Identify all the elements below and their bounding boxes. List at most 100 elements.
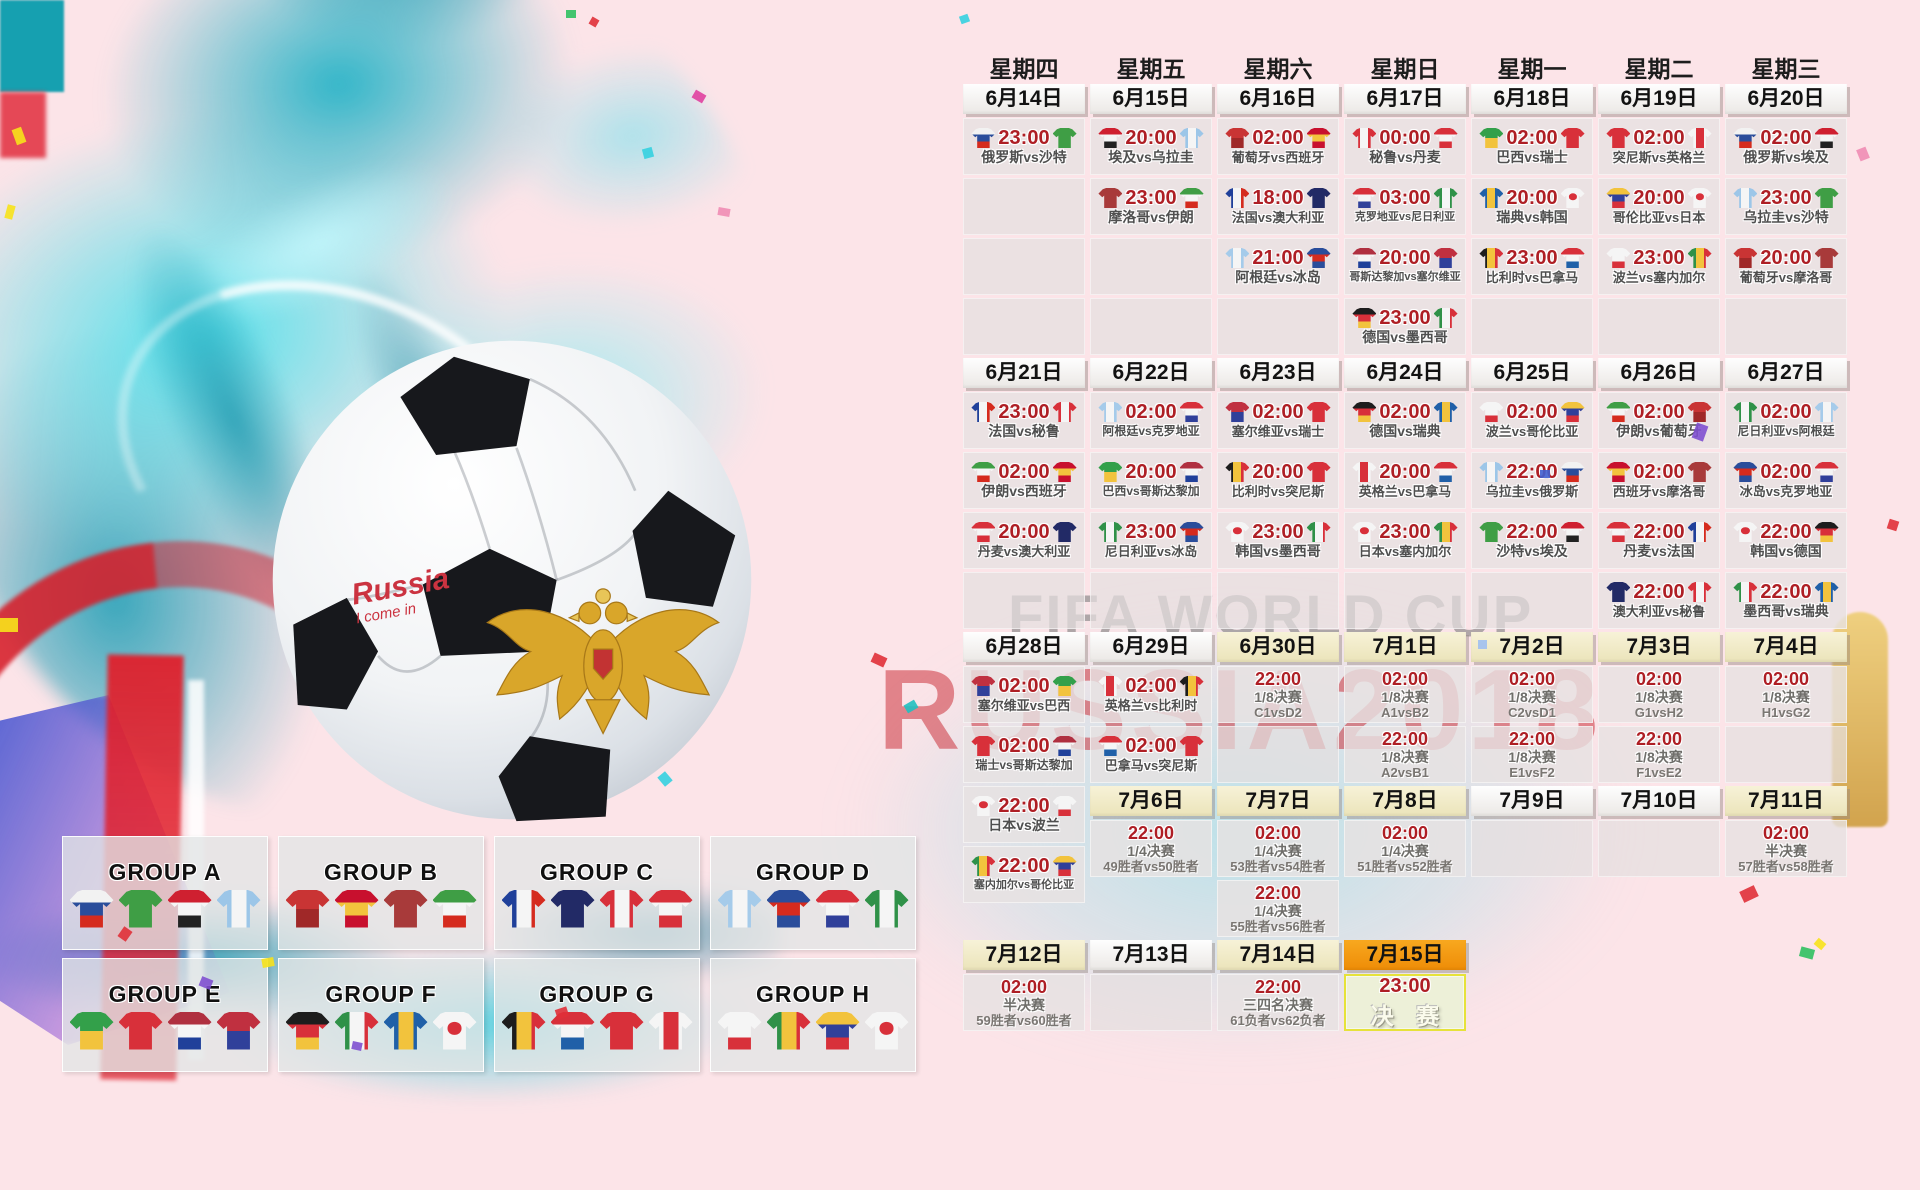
knockout-teams: E1vsF2 [1509, 764, 1555, 780]
date-header: 6月25日 [1471, 358, 1593, 388]
team-jersey-icon [1560, 188, 1585, 208]
match-time: 00:00 [1379, 127, 1431, 149]
match-teams: 葡萄牙vs西班牙 [1231, 150, 1325, 165]
match-row: 20:00 [1352, 247, 1458, 269]
match-teams: 瑞士vs哥斯达黎加 [975, 758, 1073, 772]
match-time: 23:00 [1506, 247, 1558, 269]
match-row: 02:00 [971, 461, 1077, 483]
group-jerseys [717, 1011, 909, 1050]
match-time: 23:00 [1125, 187, 1177, 209]
match-row: 22:00 [1606, 581, 1712, 603]
group-jerseys [717, 889, 909, 928]
team-jersey-icon [1306, 248, 1331, 268]
group-title: GROUP H [756, 980, 870, 1007]
knockout-cell: 22:00 1/4决赛 49胜者vs50胜者 [1090, 820, 1212, 877]
match-row: 20:00 [1098, 127, 1204, 149]
knockout-cell: 02:00 半决赛 57胜者vs58胜者 [1725, 820, 1847, 877]
match-time: 03:00 [1379, 187, 1431, 209]
match-cell: 22:00 丹麦vs法国 [1598, 512, 1720, 569]
match-row: 02:00 [1606, 461, 1712, 483]
match-time: 02:00 [1252, 127, 1304, 149]
match-time: 20:00 [1125, 461, 1177, 483]
match-teams: 沙特vs埃及 [1496, 543, 1568, 559]
weekday-label: 星期二 [1624, 56, 1694, 82]
match-time: 22:00 [1760, 581, 1812, 603]
knockout-time: 22:00 [1254, 882, 1302, 903]
match-row: 02:00 [1479, 401, 1585, 423]
team-jersey-icon [1179, 462, 1204, 482]
team-jersey-icon [1687, 402, 1712, 422]
match-row: 02:00 [971, 735, 1077, 757]
date-header: 7月1日 [1344, 632, 1466, 662]
team-jersey-icon [1352, 522, 1377, 542]
match-row: 22:00 [971, 795, 1077, 817]
match-time: 20:00 [1379, 247, 1431, 269]
team-jersey-icon [1433, 308, 1458, 328]
date-header: 6月22日 [1090, 358, 1212, 388]
team-jersey-icon [864, 1011, 909, 1050]
match-row: 18:00 [1225, 187, 1331, 209]
jersey-dot [1741, 527, 1750, 535]
weekday-label: 星期一 [1497, 56, 1567, 82]
match-teams: 哥斯达黎加vs塞尔维亚 [1349, 271, 1461, 283]
match-time: 23:00 [1760, 187, 1812, 209]
knockout-time: 02:00 [1254, 822, 1302, 843]
russia-eagle-emblem [486, 588, 721, 735]
team-jersey-icon [971, 676, 996, 696]
team-jersey-icon [1052, 462, 1077, 482]
match-cell: 02:00 葡萄牙vs西班牙 [1217, 118, 1339, 175]
group-jerseys [285, 889, 477, 928]
match-cell: 20:00 瑞典vs韩国 [1471, 178, 1593, 235]
team-jersey-icon [815, 1011, 860, 1050]
match-teams: 塞尔维亚vs瑞士 [1231, 424, 1325, 439]
knockout-cell: 22:00 1/4决赛 55胜者vs56胜者 [1217, 880, 1339, 937]
knockout-cell: 22:00 1/8决赛 E1vsF2 [1471, 726, 1593, 783]
match-time: 02:00 [1125, 675, 1177, 697]
match-calendar: 星期四 星期五 星期六 星期日 星期一 星期二 星期三 6月14日 6月15日 6月16日 6月17… [963, 46, 1847, 1036]
match-time: 02:00 [1633, 461, 1685, 483]
knockout-teams: C2vsD1 [1508, 704, 1556, 720]
match-cell: 20:00 葡萄牙vs摩洛哥 [1725, 238, 1847, 295]
jersey-dot [1360, 527, 1369, 535]
team-jersey-icon [1560, 128, 1585, 148]
corner-red-patch [0, 92, 46, 158]
match-cell: 23:00 日本vs塞内加尔 [1344, 512, 1466, 569]
team-jersey-icon [1098, 128, 1123, 148]
confetti-piece [1856, 146, 1870, 162]
match-row: 02:00 [1098, 675, 1204, 697]
team-jersey-icon [1733, 522, 1758, 542]
match-cell: 23:00 摩洛哥vs伊朗 [1090, 178, 1212, 235]
group-title: GROUP C [540, 858, 654, 885]
match-time: 23:00 [1379, 521, 1431, 543]
match-cell: 02:00 波兰vs哥伦比亚 [1471, 392, 1593, 449]
team-jersey-icon [1306, 522, 1331, 542]
knockout-cell: 22:00 1/8决赛 F1vsE2 [1598, 726, 1720, 783]
team-jersey-icon [1433, 402, 1458, 422]
match-teams: 日本vs塞内加尔 [1358, 544, 1452, 559]
empty-cell [1471, 572, 1593, 629]
knockout-cell: 02:00 半决赛 59胜者vs60胜者 [963, 974, 1085, 1031]
knockout-teams: 55胜者vs56胜者 [1230, 918, 1326, 934]
team-jersey-icon [648, 1011, 693, 1050]
match-time: 23:00 [1252, 521, 1304, 543]
knockout-cell: 22:00 1/8决赛 C1vsD2 [1217, 666, 1339, 723]
date-header: 7月14日 [1217, 940, 1339, 970]
match-time: 22:00 [1506, 521, 1558, 543]
team-jersey-icon [1225, 522, 1250, 542]
match-time: 02:00 [1760, 461, 1812, 483]
team-jersey-icon [717, 889, 762, 928]
empty-cell [1217, 572, 1339, 629]
match-cell: 23:00 比利时vs巴拿马 [1471, 238, 1593, 295]
match-cell: 00:00 秘鲁vs丹麦 [1344, 118, 1466, 175]
match-teams: 墨西哥vs瑞典 [1743, 603, 1829, 619]
team-jersey-icon [1179, 188, 1204, 208]
team-jersey-icon [1098, 736, 1123, 756]
match-cell: 02:00 冰岛vs克罗地亚 [1725, 452, 1847, 509]
match-teams: 埃及vs乌拉圭 [1108, 149, 1194, 165]
team-jersey-icon [971, 128, 996, 148]
match-time: 20:00 [1379, 461, 1431, 483]
match-time: 23:00 [1125, 521, 1177, 543]
team-jersey-icon [334, 889, 379, 928]
match-cell: 20:00 比利时vs突尼斯 [1217, 452, 1339, 509]
